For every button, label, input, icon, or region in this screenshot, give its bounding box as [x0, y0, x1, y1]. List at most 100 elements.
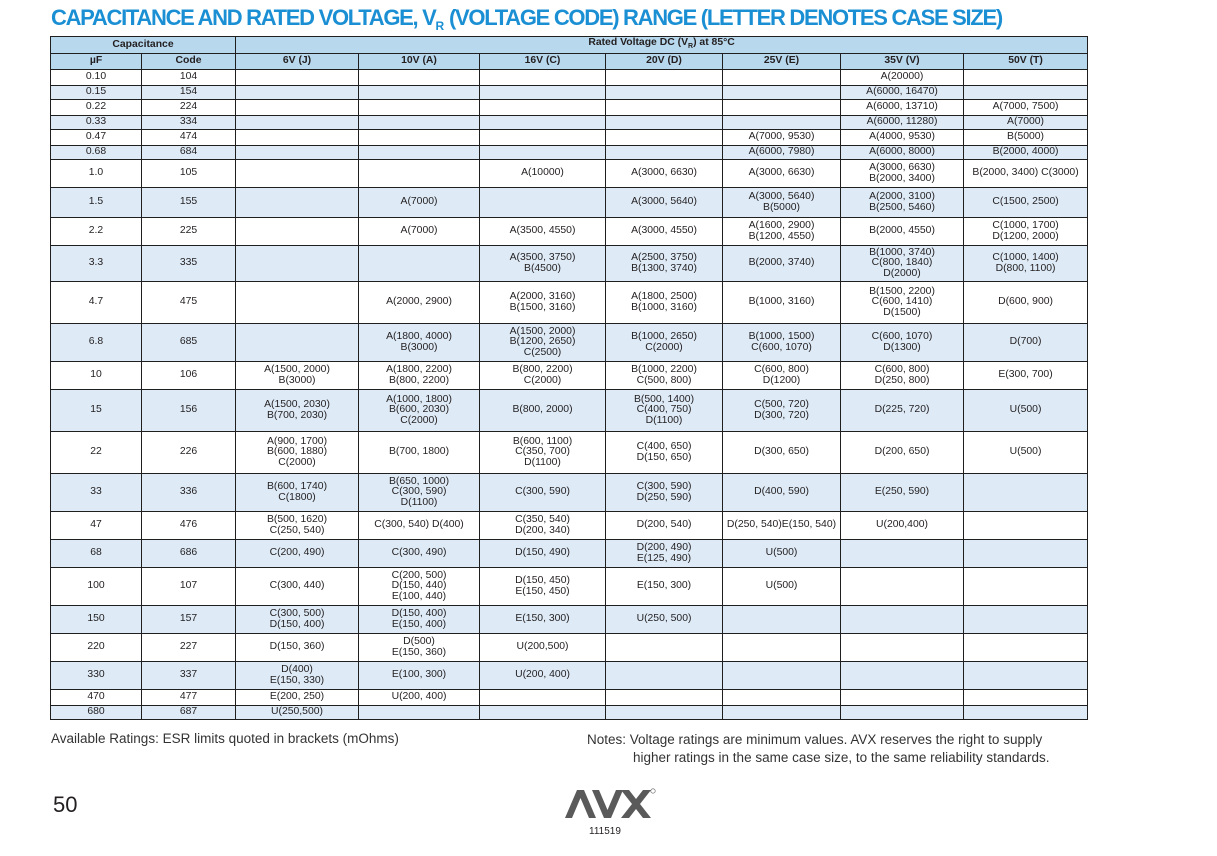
- table-body: 0.10 104 A(20000) 0.15 154 A(6000, 16470) 0.22…: [50, 69, 1089, 720]
- cell-line: E(300, 700): [998, 369, 1053, 381]
- cell-line: B(1000, 3160): [748, 296, 815, 308]
- capacitance-cell: 470: [50, 689, 142, 706]
- rating-cell: [605, 85, 723, 100]
- cell-line: U(500): [765, 580, 798, 592]
- cell-line: 220: [87, 641, 105, 653]
- cell-line: 150: [87, 613, 105, 625]
- cell-line: A(2000, 3160): [509, 290, 576, 302]
- cell-line: D(1500): [883, 306, 921, 318]
- cell-line: D(700): [1009, 336, 1042, 348]
- cell-line: D(300, 650): [754, 446, 809, 458]
- cell-line: B(800, 2000): [512, 404, 573, 416]
- cell-line: B(800, 2200): [388, 374, 450, 386]
- cell-line: U(500): [765, 547, 798, 559]
- cell-line: D(200, 650): [874, 446, 930, 458]
- cell-line: A(1600, 2900): [748, 219, 815, 231]
- column-header: 50V (T): [962, 53, 1089, 70]
- cell-line: D(150, 400): [269, 618, 325, 630]
- rating-cell: A(3000, 4550): [605, 217, 723, 246]
- rating-cell: [358, 69, 480, 86]
- cell-line: A(2000, 2900): [386, 296, 452, 308]
- rating-cell: [605, 145, 723, 160]
- rating-cell: B(500, 1400) C(400, 750) D(1100): [605, 389, 723, 432]
- rating-cell: [962, 705, 1089, 720]
- rating-cell: A(900, 1700) B(600, 1880) C(2000): [235, 431, 359, 474]
- code-cell: 227: [141, 633, 236, 662]
- cell-line: E(150, 400): [391, 618, 447, 630]
- cell-line: B(600, 1740): [266, 480, 328, 492]
- code-cell: 105: [141, 159, 236, 188]
- rating-cell: [722, 633, 841, 662]
- table-row: 1.5 155 A(7000) A(3000, 5640) A(3000, 5640) B…: [50, 187, 1089, 218]
- rating-cell: E(300, 700): [962, 361, 1089, 390]
- page-number: 50: [53, 792, 78, 817]
- column-header: 6V (J): [235, 53, 359, 70]
- cell-line: D(2000): [883, 267, 921, 279]
- rating-cell: [358, 159, 480, 188]
- rating-cell: A(4000, 9530): [840, 129, 964, 146]
- cell-line: 686: [179, 547, 198, 559]
- cell-line: C(800, 1840): [871, 257, 933, 269]
- capacitance-group-header: Capacitance: [50, 36, 236, 54]
- rating-cell: [235, 281, 359, 324]
- cell-line: B(1500, 3160): [509, 301, 576, 313]
- rating-cell: [479, 69, 606, 86]
- cell-line: A(6000, 11280): [866, 116, 938, 128]
- rating-cell: [962, 661, 1089, 690]
- code-cell: 107: [141, 567, 236, 606]
- cell-line: 330: [87, 669, 105, 681]
- cell-line: 1.5: [88, 196, 104, 208]
- rating-cell: B(800, 2200) C(2000): [479, 361, 606, 390]
- rating-cell: [605, 99, 723, 116]
- code-cell: 226: [141, 431, 236, 474]
- column-header: 16V (C): [479, 53, 606, 70]
- rating-cell: D(300, 650): [722, 431, 841, 474]
- rating-cell: U(200,500): [479, 633, 606, 662]
- rating-cell: D(150, 450) E(150, 450): [479, 567, 606, 606]
- rating-cell: B(2000, 4000): [962, 145, 1089, 160]
- cell-line: D(150, 440): [391, 580, 447, 592]
- rating-cell: U(250,500): [235, 705, 359, 720]
- cell-line: A(7000): [400, 196, 438, 208]
- rating-cell: U(500): [962, 389, 1089, 432]
- rating-cell: A(2000, 3100) B(2500, 5460): [840, 187, 964, 218]
- rating-cell: B(650, 1000) C(300, 590) D(1100): [358, 473, 480, 512]
- capacitance-cell: 0.22: [50, 99, 142, 116]
- rating-cell: D(700): [962, 323, 1089, 362]
- rating-cell: E(100, 300): [358, 661, 480, 690]
- cell-line: 0.22: [85, 101, 107, 113]
- table-row: 0.47 474 A(7000, 9530) A(4000, 9530) B(5000): [50, 129, 1089, 146]
- rating-cell: [235, 323, 359, 362]
- rating-cell: [962, 605, 1089, 634]
- cell-line: C(1000, 1400): [992, 251, 1059, 263]
- cell-line: B(650, 1000): [388, 475, 450, 487]
- rating-cell: [605, 705, 723, 720]
- code-cell: 687: [141, 705, 236, 720]
- cell-line: 475: [179, 296, 198, 308]
- rating-cell: [358, 115, 480, 130]
- table-row: 0.22 224 A(6000, 13710) A(7000, 7500): [50, 99, 1089, 116]
- cell-line: C(2000): [278, 456, 316, 468]
- rating-cell: [358, 129, 480, 146]
- capacitance-cell: 4.7: [50, 281, 142, 324]
- title-rest: (VOLTAGE CODE) RANGE (LETTER DENOTES CAS…: [444, 5, 1003, 30]
- capacitance-cell: 680: [50, 705, 142, 720]
- capacitance-voltage-table: Capacitance Rated Voltage DC (VR) at 85°…: [50, 36, 1089, 720]
- cell-line: D(250, 590): [636, 491, 692, 503]
- table-row: 220 227 D(150, 360) D(500) E(150, 360) U(200,…: [50, 633, 1089, 662]
- rating-cell: [840, 633, 964, 662]
- rating-cell: [605, 69, 723, 86]
- cell-line: C(1800): [278, 491, 316, 503]
- code-cell: 224: [141, 99, 236, 116]
- table-row: 22 226 A(900, 1700) B(600, 1880) C(2000) B(70…: [50, 431, 1089, 474]
- cell-line: 157: [179, 613, 198, 625]
- cell-line: D(1100): [645, 414, 683, 426]
- cell-line: 47: [90, 519, 102, 531]
- table-row: 330 337 D(400) E(150, 330) E(100, 300) U(200,…: [50, 661, 1089, 690]
- cell-line: E(100, 440): [391, 590, 447, 602]
- rating-cell: A(7000): [962, 115, 1089, 130]
- code-cell: 106: [141, 361, 236, 390]
- rating-cell: A(1500, 2030) B(700, 2030): [235, 389, 359, 432]
- capacitance-cell: 0.33: [50, 115, 142, 130]
- cell-line: 1.0: [88, 167, 104, 179]
